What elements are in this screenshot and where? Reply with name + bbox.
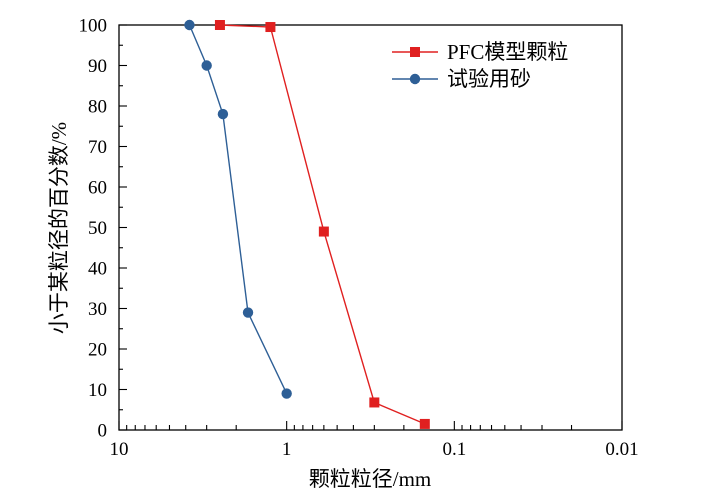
y-tick-label: 70: [88, 137, 107, 158]
x-tick-label: 10: [110, 439, 129, 460]
data-point: [281, 388, 292, 399]
legend-label: PFC模型颗粒: [447, 40, 568, 64]
series-layer: [184, 19, 430, 429]
data-point: [184, 19, 195, 31]
data-point: [201, 60, 212, 71]
data-point: [217, 108, 229, 120]
y-tick-label: 30: [88, 299, 107, 320]
y-axis-title: 小于某粒径的百分数/%: [47, 122, 71, 334]
x-tick-label: 1: [282, 439, 292, 460]
data-point: [419, 418, 430, 429]
y-tick-label: 80: [88, 97, 107, 118]
legend-entry: PFC模型颗粒: [392, 40, 568, 64]
series-line: [219, 24, 426, 425]
y-tick-label: 0: [98, 421, 108, 442]
series-1: [184, 19, 292, 399]
legend-entry: 试验用砂: [392, 67, 531, 91]
x-tick-label: 0.1: [442, 439, 466, 460]
y-tick-label: 40: [88, 259, 107, 280]
x-axis-title: 颗粒粒径/mm: [309, 467, 432, 491]
legend-marker: [409, 73, 421, 85]
x-tick-label: 0.01: [605, 439, 638, 460]
y-axis-ticks: [119, 24, 127, 431]
plot-frame: [118, 24, 623, 431]
data-point: [242, 307, 254, 318]
y-tick-label: 60: [88, 178, 107, 199]
y-tick-label: 90: [88, 56, 107, 77]
data-point: [369, 397, 380, 408]
series-0: [214, 20, 430, 429]
y-tick-label: 100: [79, 16, 108, 37]
x-axis-ticks: [118, 421, 623, 430]
series-line: [188, 24, 288, 394]
plot-area-border: [118, 24, 623, 431]
data-point: [214, 20, 225, 30]
y-tick-label: 10: [88, 380, 107, 401]
y-axis-tick-labels: 0 10 20 30 40 50 60 70 80 90 100: [79, 16, 108, 442]
data-point: [318, 226, 329, 237]
legend-marker: [410, 47, 420, 57]
x-axis-tick-labels: 10 1 0.1 0.01: [110, 439, 639, 460]
legend-label: 试验用砂: [447, 67, 531, 91]
y-tick-label: 20: [88, 340, 107, 361]
data-point: [265, 22, 276, 33]
y-tick-label: 50: [88, 218, 107, 239]
